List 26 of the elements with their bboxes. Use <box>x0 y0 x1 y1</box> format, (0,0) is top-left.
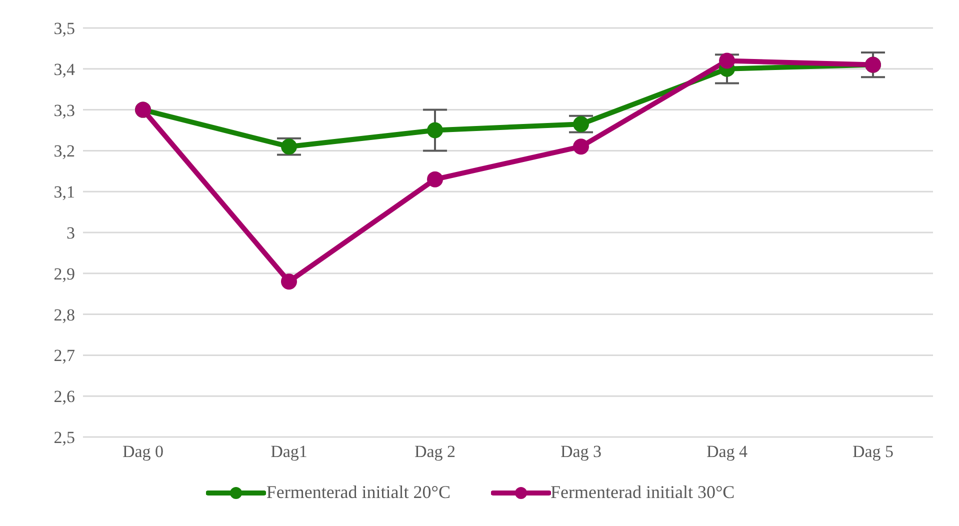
y-tick-label: 3,2 <box>54 142 75 161</box>
point <box>427 122 443 138</box>
x-tick-label: Dag 5 <box>852 442 894 462</box>
x-tick-label: Dag1 <box>270 442 308 462</box>
y-tick-label: 2,8 <box>54 305 75 324</box>
y-tick-label: 3,4 <box>54 60 76 79</box>
x-tick-label: Dag 0 <box>122 442 164 462</box>
y-tick-label: 3,3 <box>54 100 75 120</box>
y-tick-label: 2,5 <box>54 428 75 448</box>
point <box>427 171 443 188</box>
y-tick-label: 2,7 <box>54 346 76 366</box>
y-tick-label: 2,6 <box>54 387 75 406</box>
x-tick-label: Dag 4 <box>706 442 748 462</box>
legend-label: Fermenterad initialt 30°C <box>550 482 735 503</box>
point <box>573 138 589 155</box>
y-tick-label: 2,9 <box>54 264 75 284</box>
y-tick-label: 3 <box>66 224 75 243</box>
x-tick-label: Dag 3 <box>560 442 602 462</box>
point <box>281 138 297 155</box>
point <box>719 52 735 69</box>
y-tick-label: 3,1 <box>54 182 75 202</box>
point <box>573 116 589 132</box>
x-tick-label: Dag 2 <box>414 442 456 462</box>
y-tick-label: 3,5 <box>54 19 75 38</box>
legend-label: Fermenterad initialt 20°C <box>266 482 450 503</box>
point <box>281 274 297 290</box>
